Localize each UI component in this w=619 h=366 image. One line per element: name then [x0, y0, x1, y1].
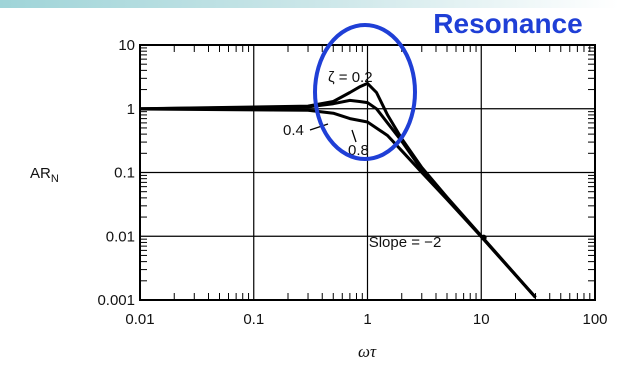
zeta-value-0-4: 0.4 — [283, 122, 304, 139]
y-tick-label: 10 — [118, 37, 135, 54]
y-axis-label: ARN — [30, 165, 59, 185]
zeta-label: ζ = 0.2 — [328, 69, 373, 86]
y-tick-label: 0.001 — [97, 292, 135, 309]
slope-marker — [480, 234, 487, 241]
y-tick-label: 0.01 — [106, 228, 135, 245]
x-tick-label: 10 — [473, 311, 490, 328]
y-tick-labels: 10 1 0.1 0.01 0.001 — [97, 37, 135, 309]
arrow-0-8 — [351, 129, 357, 143]
y-tick-label: 0.1 — [114, 165, 135, 182]
zeta-value-0-2: 0.2 — [352, 69, 373, 86]
x-tick-labels: 0.01 0.1 1 10 100 — [125, 311, 607, 328]
resonance-callout: Resonance — [433, 8, 582, 39]
arrow-0-4 — [309, 123, 329, 131]
x-tick-label: 100 — [582, 311, 607, 328]
plot-frame — [139, 44, 596, 301]
zeta-value-0-8: 0.8 — [348, 142, 369, 159]
series-line-zeta-0-8 — [139, 107, 537, 299]
top-gradient-bar — [0, 0, 619, 8]
zeta-prefix: ζ = — [328, 69, 352, 86]
response-curves — [139, 81, 537, 299]
x-tick-label: 1 — [363, 311, 371, 328]
resonance-ellipse — [313, 23, 417, 161]
minor-ticks — [140, 45, 595, 300]
y-tick-label: 1 — [127, 101, 135, 118]
y-axis-label-subscript: N — [51, 173, 59, 185]
series-line-zeta-0-4 — [139, 98, 537, 299]
x-axis-label: ωτ — [358, 342, 377, 361]
x-tick-label: 0.01 — [125, 311, 154, 328]
x-tick-label: 0.1 — [243, 311, 264, 328]
y-axis-label-main: AR — [30, 165, 51, 182]
slope-annotation: Slope = −2 — [369, 234, 442, 251]
